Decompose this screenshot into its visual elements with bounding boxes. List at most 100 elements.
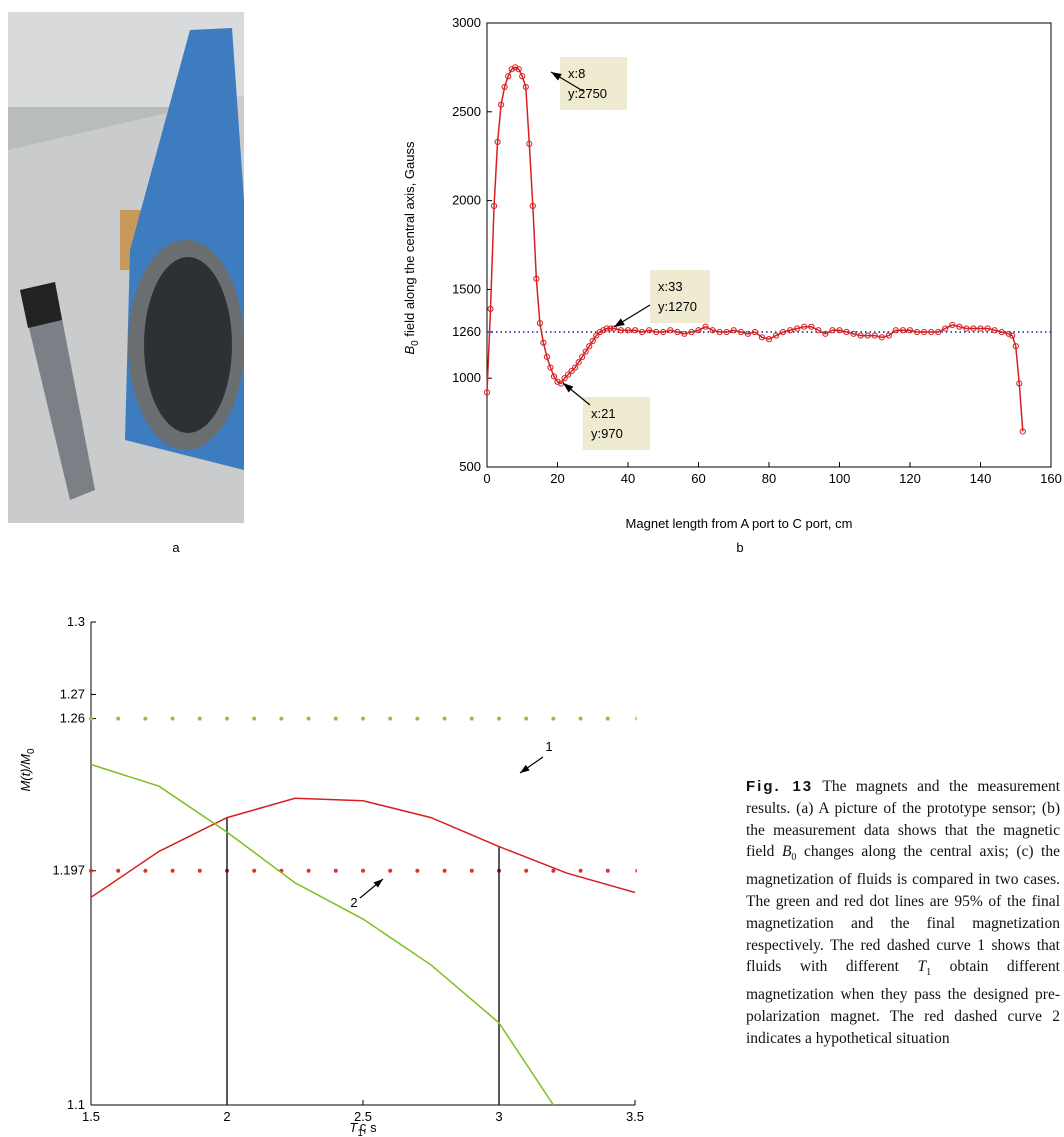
data-point (667, 327, 674, 334)
data-point (709, 327, 716, 334)
x-tick-label: 2.5 (354, 1109, 372, 1124)
data-point (522, 83, 529, 91)
annotation-x: x:21 (591, 406, 616, 421)
data-point (579, 353, 586, 360)
data-point (603, 325, 610, 332)
x-tick-label: 40 (621, 471, 635, 486)
y-tick-label: 2500 (452, 104, 481, 119)
y-tick-label: 1.1 (67, 1097, 85, 1112)
data-point (963, 325, 970, 332)
y-tick-label: 1000 (452, 370, 481, 385)
annotation-x: x:33 (658, 279, 683, 294)
x-tick-label: 20 (550, 471, 564, 486)
data-point (921, 328, 928, 336)
marker (20, 282, 95, 500)
data-point (702, 323, 709, 330)
data-point (610, 325, 618, 332)
data-point (956, 323, 963, 330)
data-point (758, 334, 766, 341)
text-part: B (402, 345, 417, 354)
data-point (1009, 332, 1016, 339)
text-part: 0 (410, 340, 421, 346)
data-point (935, 328, 942, 336)
data-point (607, 325, 614, 332)
data-point (688, 328, 695, 336)
data-point (695, 327, 702, 334)
data-point (716, 328, 723, 336)
data-point (554, 378, 561, 385)
x-tick-label: 120 (899, 471, 921, 486)
text-part: 0 (26, 748, 37, 754)
data-point (529, 202, 536, 210)
y-tick-label: 1.3 (67, 614, 85, 629)
data-point (878, 334, 885, 341)
caption-text: changes along the central axis; (c) the … (746, 843, 1060, 976)
data-point (494, 138, 501, 146)
x-axis-label: T1, s (349, 1120, 377, 1137)
data-point (991, 327, 998, 334)
annotation-y: y:1270 (658, 299, 697, 314)
data-point (906, 327, 914, 334)
data-point (843, 328, 850, 336)
data-point (526, 140, 533, 147)
data-point (540, 339, 547, 346)
x-tick-label: 140 (970, 471, 992, 486)
y-tick-label: 2000 (452, 193, 481, 208)
y-tick-label: 1260 (452, 324, 481, 339)
data-point (815, 327, 822, 334)
data-point (1005, 330, 1012, 337)
caption-label: Fig. 13 (746, 778, 814, 795)
arrow-head (563, 383, 574, 393)
data-point (490, 202, 498, 210)
y-tick-label: 1.27 (60, 686, 85, 701)
arrow-head (551, 72, 562, 81)
y-axis-label: M(t)/M0 (18, 748, 37, 792)
data-point (977, 325, 984, 332)
caption-text: The magnets and the measurement results.… (746, 778, 1061, 861)
data-point (543, 353, 551, 360)
caption-symbol: B (781, 843, 792, 861)
y-tick-label: 1.26 (60, 711, 85, 726)
data-point (498, 101, 505, 108)
annotation-x: x:8 (568, 66, 585, 81)
data-point (515, 66, 522, 73)
photo (8, 12, 244, 523)
data-point (737, 328, 744, 336)
x-tick-label: 160 (1040, 471, 1062, 486)
data-point (483, 389, 491, 396)
annotation-box (650, 270, 710, 323)
text-part: 1 (357, 1128, 363, 1137)
x-tick-label: 2 (223, 1109, 230, 1124)
data-point (850, 330, 857, 337)
data-point (998, 328, 1005, 336)
data-point (561, 375, 568, 382)
data-point (508, 66, 515, 73)
data-point (600, 327, 607, 334)
data-point (913, 328, 921, 336)
data-point (547, 364, 554, 371)
caption-symbol: T (917, 958, 927, 976)
data-point (572, 364, 579, 371)
data-point (871, 332, 878, 339)
x-tick-label: 3 (495, 1109, 502, 1124)
x-tick-label: 100 (829, 471, 851, 486)
data-point (730, 327, 737, 334)
text-part: M(t)/M (18, 754, 33, 792)
data-line (486, 66, 1024, 432)
x-tick-label: 3.5 (626, 1109, 644, 1124)
x-tick-label: 80 (762, 471, 776, 486)
x-axis-label: Magnet length from A port to C port, cm (626, 516, 853, 531)
text-part: T (349, 1120, 358, 1135)
data-point (660, 328, 667, 336)
caption-subscript: 1 (926, 967, 932, 979)
annotation-y: y:970 (591, 426, 623, 441)
marker-cap (20, 282, 62, 328)
data-point (533, 275, 540, 282)
data-point (575, 359, 582, 366)
y-tick-label: 3000 (452, 15, 481, 30)
data-point (596, 328, 603, 336)
data-point (765, 336, 773, 343)
data-point (829, 327, 836, 334)
data-point (536, 320, 543, 327)
